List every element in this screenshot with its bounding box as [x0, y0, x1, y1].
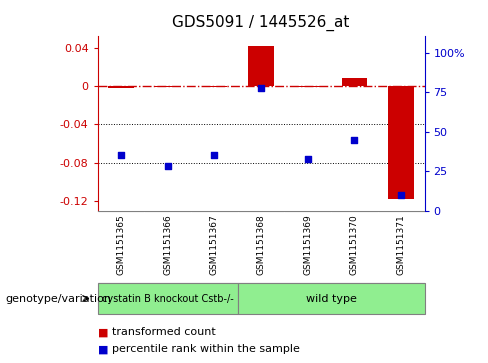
Text: percentile rank within the sample: percentile rank within the sample [112, 344, 300, 354]
Bar [388, 86, 414, 199]
Text: transformed count: transformed count [112, 327, 216, 337]
Text: wild type: wild type [305, 294, 357, 303]
Point [350, 137, 358, 143]
Text: ■: ■ [98, 344, 108, 354]
Text: GSM1151368: GSM1151368 [257, 214, 265, 275]
Text: ■: ■ [98, 327, 108, 337]
Text: genotype/variation: genotype/variation [5, 294, 111, 303]
Bar [202, 86, 227, 87]
FancyBboxPatch shape [98, 283, 238, 314]
Text: cystatin B knockout Cstb-/-: cystatin B knockout Cstb-/- [102, 294, 234, 303]
Point [117, 152, 125, 158]
Text: GSM1151365: GSM1151365 [117, 214, 125, 275]
Text: GSM1151369: GSM1151369 [303, 214, 312, 275]
Bar [295, 86, 321, 87]
Point [304, 156, 312, 162]
Point [164, 163, 172, 169]
Bar [248, 46, 274, 86]
Text: GSM1151367: GSM1151367 [210, 214, 219, 275]
Bar [108, 86, 134, 88]
Text: GSM1151371: GSM1151371 [397, 214, 406, 275]
Text: GSM1151370: GSM1151370 [350, 214, 359, 275]
Text: GDS5091 / 1445526_at: GDS5091 / 1445526_at [172, 15, 350, 31]
Point [210, 152, 218, 158]
Bar [342, 78, 367, 86]
Text: GSM1151366: GSM1151366 [163, 214, 172, 275]
Point [397, 192, 405, 198]
Bar [155, 86, 181, 87]
Point [257, 85, 265, 90]
FancyBboxPatch shape [238, 283, 425, 314]
